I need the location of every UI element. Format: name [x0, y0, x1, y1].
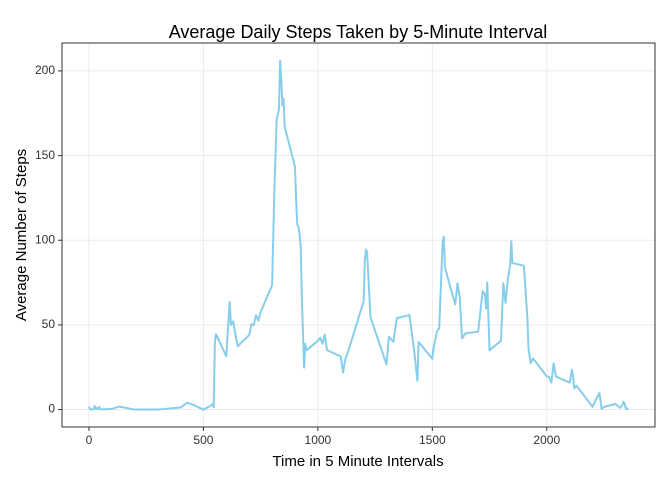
x-tick-label: 2000	[533, 433, 560, 447]
y-tick-label: 0	[48, 402, 55, 416]
x-tick-label: 0	[86, 433, 93, 447]
chart-title: Average Daily Steps Taken by 5-Minute In…	[169, 22, 548, 42]
x-tick-label: 1000	[305, 433, 332, 447]
y-axis-label: Average Number of Steps	[13, 149, 30, 321]
y-tick-label: 150	[35, 148, 55, 162]
y-tick-label: 100	[35, 232, 55, 246]
x-tick-label: 1500	[419, 433, 446, 447]
data-line	[88, 59, 629, 411]
y-tick-label: 200	[35, 63, 55, 77]
x-axis-label: Time in 5 Minute Intervals	[272, 453, 443, 470]
y-tick-label: 50	[42, 317, 56, 331]
x-tick-label: 500	[193, 433, 213, 447]
plot-border	[61, 42, 656, 428]
